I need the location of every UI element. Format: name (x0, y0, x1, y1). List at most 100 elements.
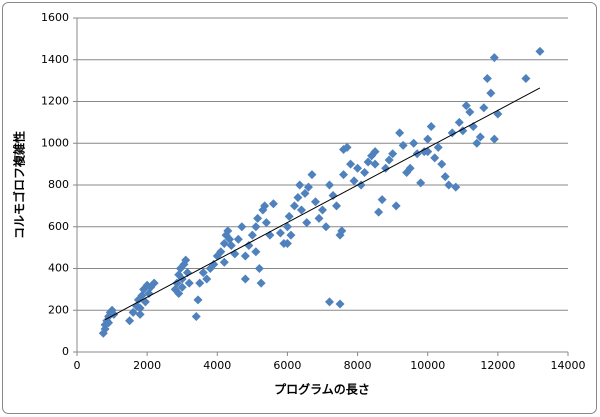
x-tick-label: 12000 (480, 359, 515, 372)
point (426, 122, 436, 132)
point (254, 264, 264, 273)
point (337, 226, 347, 236)
point (447, 128, 457, 138)
point (144, 289, 154, 299)
x-tick-label: 2000 (133, 359, 161, 372)
point (465, 107, 475, 117)
point (328, 190, 338, 200)
point (135, 303, 145, 313)
point (233, 234, 243, 244)
point (310, 197, 320, 207)
point (253, 213, 263, 223)
x-axis-title: プログラムの長さ (274, 382, 370, 397)
point (521, 74, 531, 84)
point (409, 138, 419, 148)
point (444, 180, 454, 190)
x-tick-label: 0 (74, 359, 81, 372)
point (307, 170, 317, 180)
point (300, 188, 310, 198)
point (268, 199, 278, 209)
point (416, 178, 426, 188)
point (128, 307, 138, 317)
y-tick-label: 800 (48, 178, 69, 191)
point (370, 159, 380, 169)
point (325, 297, 335, 307)
point (184, 278, 194, 288)
point (135, 309, 145, 319)
point (314, 213, 324, 223)
point (349, 176, 359, 186)
point (535, 46, 545, 56)
point (388, 149, 398, 159)
point (289, 201, 299, 211)
point (454, 117, 464, 127)
point (260, 201, 270, 211)
point (360, 167, 370, 177)
point (172, 278, 182, 288)
point (430, 153, 440, 163)
point (209, 259, 219, 269)
point (440, 172, 450, 182)
point (461, 101, 471, 111)
point (384, 155, 394, 165)
point (303, 182, 313, 192)
point (216, 247, 226, 257)
point (193, 295, 203, 305)
point (398, 140, 408, 150)
point (286, 230, 296, 240)
point (363, 157, 373, 167)
point (293, 193, 303, 203)
point (225, 234, 235, 244)
y-tick-label: 600 (48, 220, 69, 233)
point (433, 142, 443, 152)
point (479, 103, 489, 113)
point (261, 218, 271, 228)
point (405, 163, 415, 173)
point (325, 180, 335, 190)
point (195, 278, 205, 288)
point (219, 257, 229, 267)
point (191, 312, 201, 322)
point (391, 201, 401, 211)
point (219, 238, 229, 248)
y-tick-label: 1000 (41, 136, 69, 149)
point (104, 318, 114, 328)
point (244, 241, 254, 251)
x-tick-label: 8000 (344, 359, 372, 372)
point (282, 238, 292, 248)
trendline (104, 87, 541, 321)
point (296, 205, 306, 215)
point (295, 180, 305, 190)
point (353, 163, 363, 173)
y-tick-label: 1200 (41, 95, 69, 108)
point (451, 182, 461, 192)
point (237, 222, 247, 232)
point (346, 159, 356, 169)
y-tick-label: 0 (62, 345, 69, 358)
point (202, 274, 212, 284)
point (482, 74, 492, 84)
y-tick-label: 1400 (41, 53, 69, 66)
point (177, 282, 187, 292)
point (318, 205, 327, 215)
point (174, 289, 184, 299)
point (377, 195, 387, 205)
point (149, 278, 159, 288)
point (437, 159, 447, 169)
point (256, 278, 266, 288)
point (475, 132, 485, 142)
point (275, 228, 285, 238)
point (332, 201, 342, 211)
point (489, 134, 499, 144)
point (458, 126, 468, 136)
x-tick-label: 4000 (203, 359, 231, 372)
y-tick-label: 400 (48, 262, 69, 275)
x-tick-label: 6000 (273, 359, 301, 372)
point (339, 170, 349, 180)
point (251, 222, 261, 232)
point (181, 255, 191, 265)
y-axis-title: コルモゴロフ複雑性 (12, 131, 27, 239)
point (226, 241, 236, 251)
point (335, 299, 345, 309)
